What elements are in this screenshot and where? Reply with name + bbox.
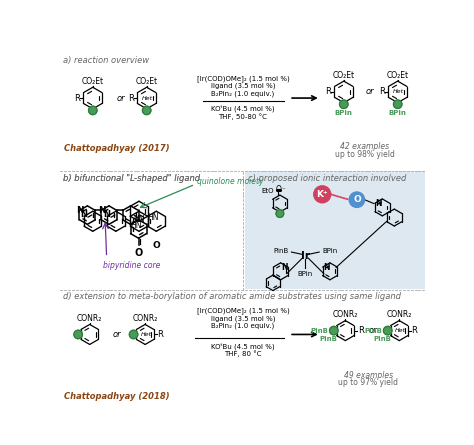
Text: or: or: [369, 326, 377, 335]
Text: R: R: [74, 93, 80, 102]
Text: Chattopadhyay (2017): Chattopadhyay (2017): [64, 144, 170, 153]
Text: BPin: BPin: [322, 248, 337, 254]
Text: N: N: [104, 210, 111, 218]
Circle shape: [276, 210, 284, 218]
Text: BPin: BPin: [335, 109, 353, 116]
Circle shape: [383, 326, 392, 335]
Text: [Ir(COD)OMe]₂ (1.5 mol %): [Ir(COD)OMe]₂ (1.5 mol %): [197, 75, 289, 82]
Text: BPin: BPin: [298, 271, 313, 277]
Text: quinolone moiety: quinolone moiety: [197, 177, 263, 186]
Text: O: O: [135, 248, 143, 258]
Text: KOᵗBu (4.5 mol %): KOᵗBu (4.5 mol %): [211, 342, 275, 350]
Text: HN: HN: [130, 221, 142, 231]
Text: PinB: PinB: [364, 328, 382, 334]
Text: b) bifunctional "L-shaped" ligand: b) bifunctional "L-shaped" ligand: [63, 174, 200, 182]
Text: a) reaction overview: a) reaction overview: [63, 56, 149, 65]
Text: bipyridine core: bipyridine core: [103, 261, 160, 270]
Text: PinB: PinB: [273, 248, 288, 254]
Text: CONR₂: CONR₂: [77, 314, 102, 323]
Text: or: or: [116, 93, 125, 102]
Text: ligand (3.5 mol %): ligand (3.5 mol %): [210, 83, 275, 89]
Text: Het: Het: [393, 89, 404, 94]
Text: Het: Het: [140, 332, 152, 337]
Text: 49 examples: 49 examples: [344, 371, 393, 380]
Circle shape: [74, 330, 82, 339]
FancyBboxPatch shape: [245, 171, 425, 289]
Circle shape: [314, 186, 331, 203]
Text: Ir: Ir: [301, 251, 310, 261]
Text: ligand (3.5 mol %): ligand (3.5 mol %): [210, 315, 275, 322]
Text: KOᵗBu (4.5 mol %): KOᵗBu (4.5 mol %): [211, 105, 275, 113]
Text: PinB: PinB: [374, 336, 391, 342]
Text: CO₂Et: CO₂Et: [387, 71, 409, 80]
Text: up to 97% yield: up to 97% yield: [338, 378, 399, 387]
Text: PinB: PinB: [319, 336, 337, 342]
Text: B₂Pin₂ (1.0 equiv.): B₂Pin₂ (1.0 equiv.): [211, 90, 274, 97]
Text: O: O: [153, 240, 160, 250]
Text: CO₂Et: CO₂Et: [136, 77, 158, 86]
Text: up to 98% yield: up to 98% yield: [335, 150, 394, 159]
Text: CONR₂: CONR₂: [387, 310, 412, 319]
Circle shape: [339, 100, 348, 109]
Text: ⁻: ⁻: [282, 187, 285, 194]
Text: R: R: [157, 330, 164, 339]
Text: PinB: PinB: [310, 328, 328, 334]
Text: HN: HN: [147, 213, 159, 222]
Text: O: O: [353, 195, 361, 204]
Text: N: N: [323, 263, 329, 272]
Text: O: O: [275, 185, 281, 194]
Text: Chattopadhyay (2018): Chattopadhyay (2018): [64, 392, 170, 401]
Text: Het: Het: [142, 96, 153, 101]
Circle shape: [89, 106, 97, 115]
Text: BPin: BPin: [389, 109, 407, 116]
Text: THF, 80 °C: THF, 80 °C: [224, 350, 262, 356]
Text: R: R: [379, 87, 384, 97]
Text: [Ir(COD)OMe]₂ (1.5 mol %): [Ir(COD)OMe]₂ (1.5 mol %): [197, 307, 289, 314]
Text: R: R: [358, 326, 364, 335]
FancyBboxPatch shape: [61, 172, 242, 290]
Text: or: or: [365, 87, 374, 97]
Text: R: R: [411, 326, 418, 335]
Text: K⁺: K⁺: [317, 190, 328, 199]
Text: CONR₂: CONR₂: [132, 314, 158, 323]
Text: B₂Pin₂ (1.0 equiv.): B₂Pin₂ (1.0 equiv.): [211, 323, 274, 329]
Text: R: R: [325, 87, 331, 97]
Text: Het: Het: [394, 328, 406, 333]
Text: R: R: [128, 93, 134, 102]
Text: HN: HN: [133, 215, 145, 224]
Text: N: N: [98, 206, 106, 215]
Text: 42 examples: 42 examples: [340, 142, 389, 151]
Circle shape: [129, 330, 138, 339]
Circle shape: [393, 100, 402, 109]
Text: EtO: EtO: [261, 187, 273, 194]
Text: N: N: [81, 210, 88, 218]
Text: CONR₂: CONR₂: [333, 310, 358, 319]
Text: CO₂Et: CO₂Et: [333, 71, 355, 80]
Text: N: N: [281, 263, 288, 272]
Text: THF, 50-80 °C: THF, 50-80 °C: [219, 113, 267, 120]
Text: c) proposed ionic interaction involved: c) proposed ionic interaction involved: [247, 174, 406, 182]
Text: N: N: [76, 206, 84, 215]
Circle shape: [349, 192, 365, 207]
Text: d) extension to meta-borylation of aromatic amide substrates using same ligand: d) extension to meta-borylation of aroma…: [63, 292, 401, 301]
Text: b) bifunctional "L-shaped" ligand: b) bifunctional "L-shaped" ligand: [63, 174, 200, 182]
Circle shape: [143, 106, 151, 115]
Circle shape: [329, 326, 338, 335]
Text: N: N: [375, 199, 382, 208]
Text: or: or: [113, 330, 122, 339]
Text: CO₂Et: CO₂Et: [82, 77, 104, 86]
